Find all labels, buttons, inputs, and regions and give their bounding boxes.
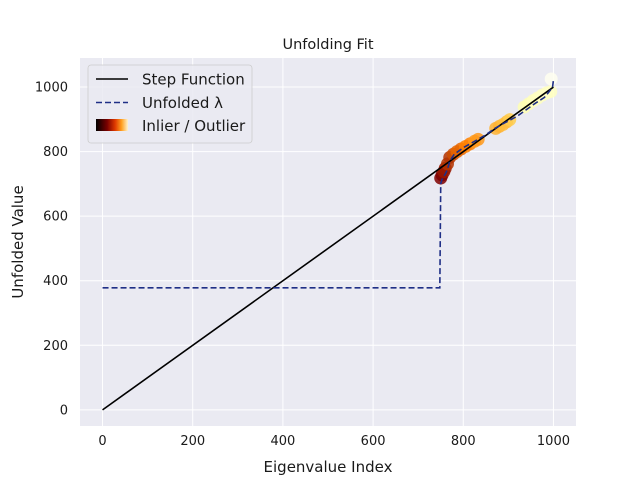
chart-title: Unfolding Fit	[282, 37, 373, 53]
x-tick-label: 800	[451, 434, 476, 449]
unfolded-lambda-line	[102, 79, 555, 289]
y-tick-label: 200	[43, 339, 68, 354]
x-tick-label: 1000	[537, 434, 570, 449]
x-tick-label: 200	[180, 434, 205, 449]
gridlines	[80, 58, 576, 426]
x-tick-label: 400	[270, 434, 295, 449]
x-tick-label: 0	[98, 434, 106, 449]
x-axis-ticks: 0 200 400 600 800 1000	[98, 434, 570, 449]
y-axis-label: Unfolded Value	[9, 185, 27, 298]
scatter-point	[544, 72, 558, 86]
x-axis-label: Eigenvalue Index	[264, 458, 393, 476]
legend-box	[87, 64, 253, 144]
scatter-point	[544, 85, 558, 99]
x-tick-label: 600	[361, 434, 386, 449]
legend-swatch-colormap	[96, 119, 128, 131]
legend-label-step: Step Function	[142, 71, 245, 89]
legend-label-inlier-outlier: Inlier / Outlier	[142, 117, 246, 135]
y-tick-label: 800	[43, 145, 68, 160]
y-axis-ticks: 0 200 400 600 800 1000	[35, 81, 68, 419]
lines-layer	[102, 79, 555, 411]
y-tick-label: 0	[60, 403, 68, 418]
y-tick-label: 600	[43, 210, 68, 225]
legend: Step Function Unfolded λ Inlier / Outlie…	[87, 64, 253, 144]
y-tick-label: 1000	[35, 81, 68, 96]
legend-label-unfolded: Unfolded λ	[142, 94, 223, 112]
step-function-line	[102, 86, 554, 411]
y-tick-label: 400	[43, 274, 68, 289]
